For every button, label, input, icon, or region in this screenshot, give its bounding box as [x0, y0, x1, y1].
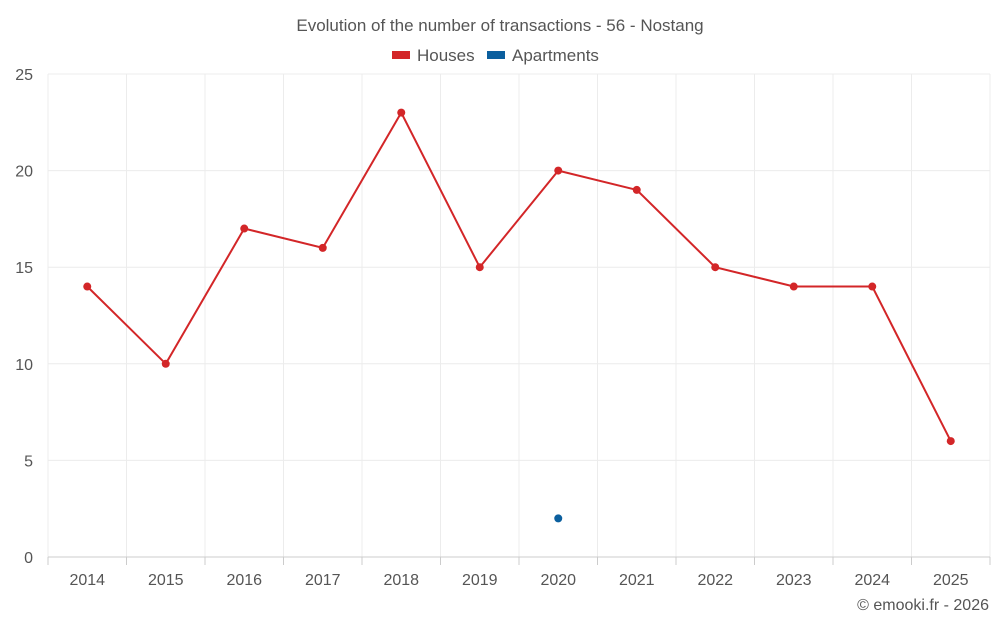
- data-point-houses[interactable]: [947, 437, 955, 445]
- data-point-houses[interactable]: [476, 263, 484, 271]
- chart-title: Evolution of the number of transactions …: [296, 16, 703, 35]
- legend: Houses Apartments: [392, 46, 599, 65]
- y-tick-label: 20: [15, 164, 33, 181]
- data-point-houses[interactable]: [633, 186, 641, 194]
- legend-apartments-swatch: [487, 51, 505, 59]
- x-tick-label: 2022: [697, 572, 733, 589]
- data-point-houses[interactable]: [83, 283, 91, 291]
- x-tick-label: 2019: [462, 572, 498, 589]
- x-tick-label: 2023: [776, 572, 812, 589]
- data-point-houses[interactable]: [162, 360, 170, 368]
- x-tick-label: 2025: [933, 572, 969, 589]
- x-tick-label: 2018: [383, 572, 419, 589]
- x-tick-label: 2015: [148, 572, 184, 589]
- data-point-houses[interactable]: [790, 283, 798, 291]
- data-point-houses[interactable]: [240, 225, 248, 233]
- x-tick-label: 2017: [305, 572, 341, 589]
- x-tick-label: 2016: [226, 572, 262, 589]
- y-tick-label: 10: [15, 357, 33, 374]
- data-point-houses[interactable]: [554, 167, 562, 175]
- x-tick-label: 2024: [854, 572, 890, 589]
- data-point-houses[interactable]: [711, 263, 719, 271]
- y-tick-label: 5: [24, 453, 33, 470]
- legend-houses-swatch: [392, 51, 410, 59]
- data-point-houses[interactable]: [868, 283, 876, 291]
- x-tick-label: 2014: [69, 572, 105, 589]
- x-axis: 2014 2015 2016 2017 2018 2019 2020 2021 2022 2023…: [48, 557, 990, 589]
- transactions-chart: Evolution of the number of transactions …: [0, 0, 1000, 625]
- y-tick-label: 15: [15, 260, 33, 277]
- y-axis: 0 5 10 15 20 25: [15, 67, 33, 567]
- data-point-houses[interactable]: [319, 244, 327, 252]
- data-point-apartments[interactable]: [554, 514, 562, 522]
- data-point-houses[interactable]: [397, 109, 405, 117]
- legend-apartments-label[interactable]: Apartments: [512, 46, 599, 65]
- legend-houses-label[interactable]: Houses: [417, 46, 475, 65]
- grid: [48, 74, 990, 557]
- y-tick-label: 25: [15, 67, 33, 84]
- credit-text: © emooki.fr - 2026: [857, 597, 989, 614]
- x-tick-label: 2020: [540, 572, 576, 589]
- x-tick-label: 2021: [619, 572, 655, 589]
- y-tick-label: 0: [24, 550, 33, 567]
